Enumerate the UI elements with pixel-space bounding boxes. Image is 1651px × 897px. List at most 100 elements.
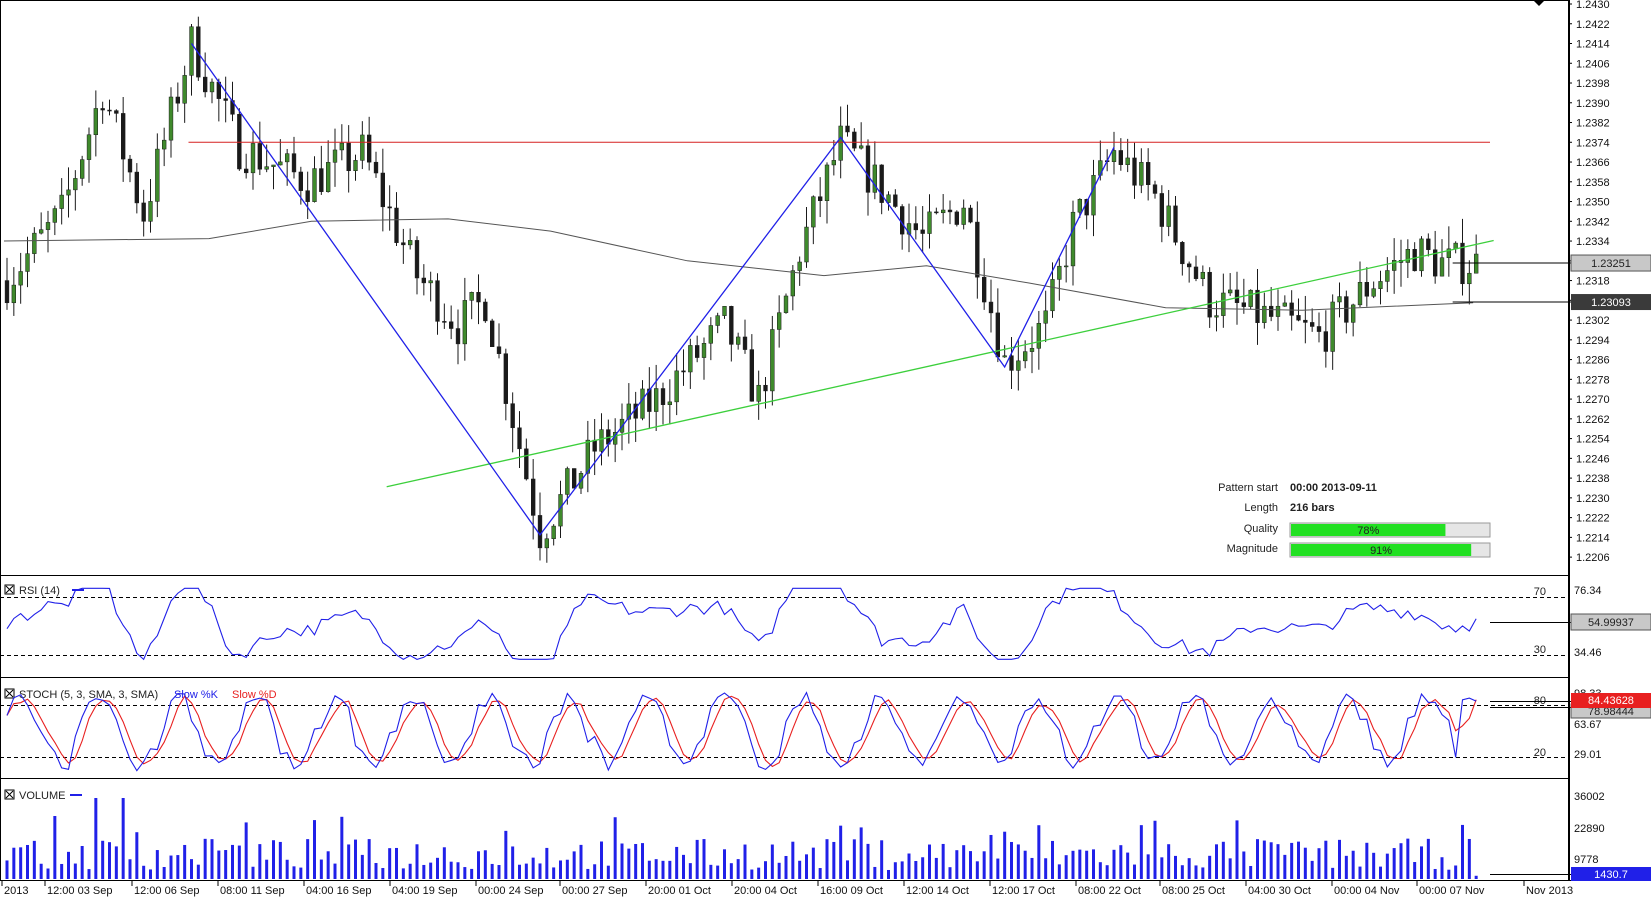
candle [18, 271, 23, 286]
volume-bar [1146, 854, 1150, 879]
candle [1091, 175, 1096, 216]
price-tick-label: 1.2238 [1576, 473, 1610, 485]
candle [367, 134, 372, 163]
volume-bar [1433, 868, 1437, 879]
current-price-tag: 1.23251 [1452, 254, 1651, 272]
volume-bar [1228, 858, 1232, 879]
candle [469, 292, 474, 301]
volume-bar [1256, 839, 1259, 879]
volume-bar [1338, 839, 1341, 879]
volume-bar [155, 850, 159, 879]
candle [865, 145, 871, 193]
candle [353, 160, 358, 172]
candle [428, 280, 433, 284]
candle [45, 222, 51, 230]
candle [1036, 323, 1041, 349]
candle [346, 142, 351, 172]
volume-bar [682, 854, 685, 879]
candle [100, 108, 105, 111]
candle [510, 403, 515, 429]
price-tick-label: 1.2374 [1576, 137, 1610, 149]
volume-bar [579, 844, 583, 879]
candle [278, 161, 283, 166]
price-tick-label: 1.2270 [1576, 394, 1610, 406]
volume-bar [1078, 849, 1082, 879]
volume-bar [422, 864, 426, 879]
candle [1139, 162, 1144, 186]
volume-bar [511, 846, 515, 879]
candle [250, 143, 256, 174]
ma-value-tag: 1.23093 [1452, 294, 1651, 311]
stoch-tick-mid: 63.67 [1574, 719, 1602, 731]
volume-bar [1392, 848, 1396, 879]
candle [435, 280, 440, 322]
volume-bar [217, 850, 221, 879]
stoch-header: STOCH (5, 3, SMA, 3, SMA) Slow %K Slow %… [4, 688, 277, 701]
candle [872, 164, 878, 193]
candle [517, 427, 522, 450]
volume-bar [1344, 855, 1348, 879]
candle [1412, 249, 1417, 272]
volume-bar [559, 860, 562, 879]
length-value: 216 bars [1290, 502, 1335, 514]
volume-bar [921, 857, 925, 879]
candle [298, 171, 303, 191]
pattern-info: Pattern start 00:00 2013-09-11 Length 21… [1218, 482, 1491, 558]
volume-bar [852, 839, 856, 879]
volume-bar [190, 859, 193, 879]
volume-bar [135, 832, 139, 879]
volume-bar [60, 863, 64, 879]
candle [1043, 310, 1048, 324]
volume-bar [1119, 845, 1123, 879]
candle [1426, 238, 1431, 250]
volume-bar [764, 861, 767, 879]
candle [196, 26, 201, 78]
volume-bar [941, 843, 945, 879]
volume-bar [805, 854, 808, 879]
volume-bar [811, 847, 815, 879]
volume-bar [955, 850, 959, 879]
candle [845, 125, 850, 133]
volume-bar [723, 849, 726, 879]
candle [141, 202, 146, 222]
quality-bar-fill [1291, 524, 1446, 536]
volume-bar [1242, 851, 1246, 879]
candle [360, 134, 365, 161]
volume-bar [183, 844, 187, 879]
time-tick-label: 16:00 09 Oct [820, 885, 883, 897]
volume-bar [702, 839, 706, 879]
volume-bar [750, 869, 754, 879]
rsi-level-30-label: 30 [1534, 644, 1546, 656]
candle [291, 153, 297, 173]
volume-bar [606, 865, 610, 879]
candle [1269, 305, 1274, 317]
volume-bar [490, 863, 494, 879]
stoch-slow-d-line [6, 695, 1477, 768]
volume-bar [224, 850, 228, 879]
volume-bar [456, 862, 460, 879]
volume-bar [818, 868, 822, 879]
volume-bar [374, 863, 378, 879]
candle [189, 26, 194, 76]
candle [1378, 281, 1383, 289]
volume-bar [1037, 825, 1041, 879]
volume-bar [893, 862, 897, 879]
price-tick-label: 1.2230 [1576, 493, 1610, 505]
volume-bars [5, 798, 1478, 879]
candle [531, 478, 536, 516]
volume-bar [887, 869, 890, 879]
volume-bar [798, 860, 802, 879]
candle [121, 113, 126, 160]
volume-bar [162, 867, 166, 879]
volume-bar [1467, 838, 1471, 879]
volume-bar [114, 846, 118, 879]
volume-bar [196, 864, 200, 879]
volume-bar [442, 847, 446, 879]
time-tick-label: 12:00 14 Oct [906, 885, 969, 897]
volume-bar [244, 822, 248, 879]
volume-bar [545, 847, 549, 879]
candle [455, 328, 461, 345]
scroll-arrow-icon[interactable] [1533, 0, 1545, 6]
volume-bar [586, 868, 590, 879]
